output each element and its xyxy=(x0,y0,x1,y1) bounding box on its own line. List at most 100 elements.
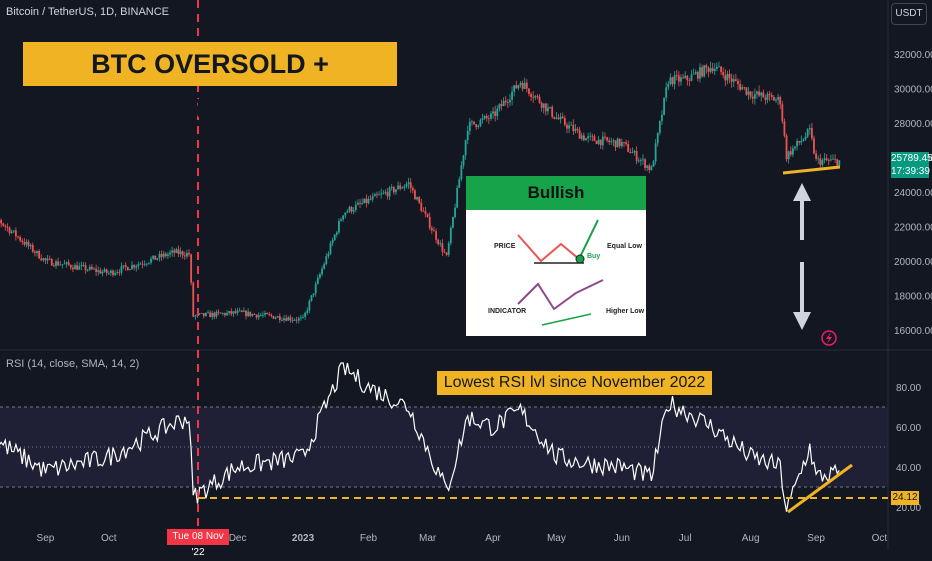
candle xyxy=(494,105,497,122)
candle xyxy=(373,192,376,197)
candle xyxy=(612,138,615,147)
candle xyxy=(371,192,374,203)
candle xyxy=(608,137,611,145)
candle xyxy=(743,86,746,91)
candle xyxy=(551,104,554,119)
candle xyxy=(124,262,127,271)
candle xyxy=(253,313,256,315)
candle xyxy=(418,196,421,204)
candle xyxy=(646,164,649,172)
candle xyxy=(156,257,159,261)
candle xyxy=(198,313,201,316)
candle xyxy=(631,147,634,154)
candle xyxy=(751,91,754,104)
candle xyxy=(340,217,342,222)
candle xyxy=(559,112,562,124)
candle xyxy=(433,226,435,232)
candle xyxy=(200,313,203,314)
candle xyxy=(217,309,220,316)
candle xyxy=(766,91,769,104)
candle xyxy=(78,262,81,270)
candle xyxy=(701,64,703,78)
candle xyxy=(405,181,408,189)
candle xyxy=(523,77,526,90)
candle xyxy=(677,71,680,87)
candle xyxy=(616,137,619,148)
candle xyxy=(781,100,784,124)
candle xyxy=(42,257,45,263)
candle xyxy=(352,207,355,215)
candle xyxy=(718,61,720,68)
candle xyxy=(749,91,752,100)
candle xyxy=(568,121,570,134)
candle xyxy=(397,181,399,190)
candle xyxy=(63,259,66,265)
candle xyxy=(304,311,307,320)
time-tick-label: Sep xyxy=(37,533,55,544)
candle xyxy=(498,103,501,112)
time-tick-label: Mar xyxy=(419,533,437,544)
inset-price-down xyxy=(517,234,580,263)
candle xyxy=(316,274,319,285)
time-tick-label: Aug xyxy=(742,533,760,544)
candle xyxy=(12,230,15,234)
candle xyxy=(464,139,467,160)
candle xyxy=(794,146,796,151)
candle xyxy=(346,209,349,214)
candle xyxy=(709,61,712,74)
candle xyxy=(55,259,57,269)
candle xyxy=(93,267,95,270)
candle xyxy=(31,242,34,254)
candle xyxy=(293,318,296,322)
price-tick-label: 22000.00 xyxy=(894,223,932,234)
candle xyxy=(38,249,41,260)
candle xyxy=(485,113,488,122)
candle xyxy=(86,268,89,272)
candle xyxy=(312,293,315,298)
candle xyxy=(599,139,602,150)
date-marker-tag: Tue 08 Nov '22 xyxy=(167,529,229,558)
candle xyxy=(532,91,535,104)
candle xyxy=(650,164,653,171)
currency-button[interactable]: USDT xyxy=(891,3,927,25)
candle xyxy=(126,266,129,271)
candle xyxy=(483,114,486,120)
candle xyxy=(637,157,640,163)
candle xyxy=(344,212,347,219)
candle xyxy=(430,225,433,235)
candle xyxy=(392,185,395,195)
candle xyxy=(2,222,5,227)
candle xyxy=(36,250,38,257)
candle xyxy=(122,265,125,270)
current-price-value: 25789.45 xyxy=(891,153,932,164)
candle xyxy=(595,140,598,145)
rsi-note-annotation: Lowest RSI lvl since November 2022 xyxy=(437,371,712,395)
candle xyxy=(726,70,729,85)
candle xyxy=(798,140,801,146)
candle xyxy=(665,82,668,102)
candle xyxy=(357,199,359,206)
candle xyxy=(25,239,28,248)
candle xyxy=(593,134,596,142)
candle xyxy=(202,313,205,319)
candle xyxy=(416,196,418,201)
candle xyxy=(183,251,186,260)
bar-countdown: 17:39:39 xyxy=(891,166,930,177)
candle xyxy=(506,98,509,108)
candle xyxy=(810,122,813,141)
candle xyxy=(306,307,309,316)
lightning-icon[interactable] xyxy=(821,330,837,346)
candle xyxy=(82,262,85,267)
candle xyxy=(540,101,543,112)
candle xyxy=(105,268,108,276)
inset-indicator-label: INDICATOR xyxy=(488,308,527,315)
candle xyxy=(179,247,182,258)
candle xyxy=(669,73,672,86)
candle xyxy=(606,136,608,143)
candle xyxy=(120,262,123,276)
candle xyxy=(236,307,239,316)
symbol-header: Bitcoin / TetherUS, 1D, BINANCE xyxy=(6,6,170,18)
candle xyxy=(441,239,444,256)
inset-diagram xyxy=(517,219,604,326)
